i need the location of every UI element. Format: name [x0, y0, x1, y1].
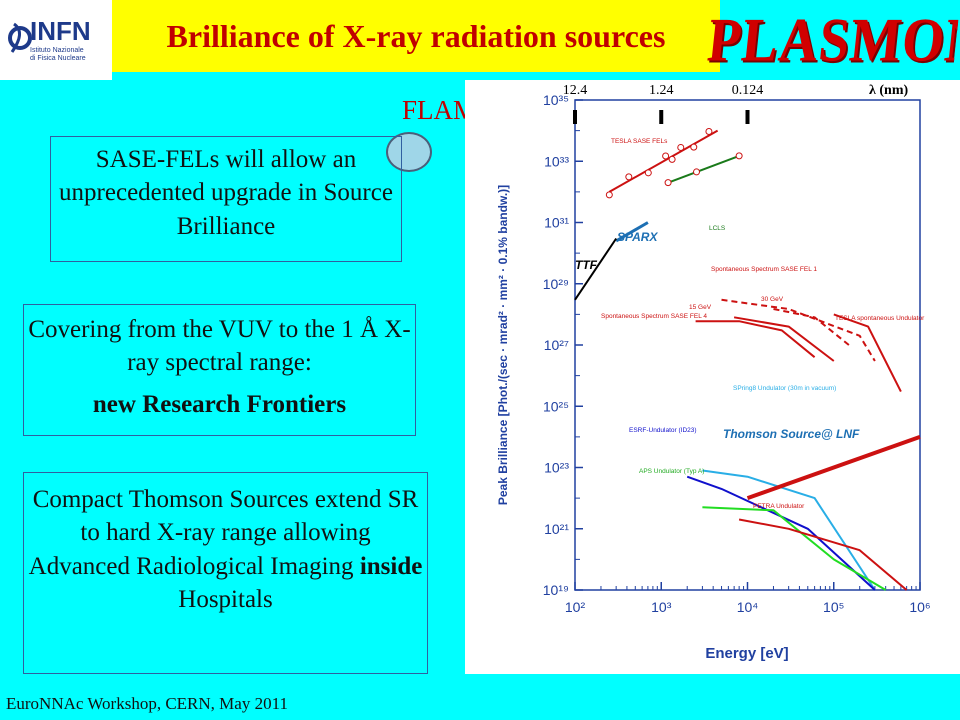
top-axis-label: λ (nm) [869, 83, 908, 98]
infn-logo-mark [8, 22, 32, 53]
plasmonx-logo: PLASMONX [704, 5, 960, 75]
tesla-marker-3 [662, 152, 670, 160]
label-ttf: TTF [575, 258, 598, 272]
tesla-marker-0 [605, 191, 613, 199]
x-tick-label-1: 10³ [651, 599, 672, 615]
lcls-marker-1 [693, 168, 701, 176]
label-sp4: Spontaneous Spectrum SASE FEL 4 [601, 313, 707, 320]
x-tick-label-2: 10⁴ [737, 599, 759, 615]
series-line-6 [733, 316, 835, 362]
new-research-frontiers: new Research Frontiers [92, 390, 347, 418]
tesla-marker-5 [677, 143, 685, 151]
y-tick-label-8: 10³⁵ [543, 92, 569, 108]
y-tick-label-1: 10²¹ [544, 521, 569, 537]
y-tick-label-3: 10²⁵ [543, 398, 569, 414]
label-tesla: TESLA SASE FELs [611, 138, 668, 145]
series-line-3 [574, 237, 618, 301]
label-petra: PETRA Undulator [753, 503, 805, 510]
slide-title: Brilliance of X-ray radiation sources [166, 17, 666, 54]
series-line-4 [721, 298, 876, 362]
y-axis-label: Peak Brilliance [Phot./(sec · mrad² · mm… [496, 185, 510, 505]
y-tick-label-0: 10¹⁹ [543, 582, 569, 598]
sase-fel-text: SASE-FELs will allow an unprecedented up… [59, 146, 393, 240]
series-line-0 [608, 129, 719, 193]
label-esrf: ESRF-Undulator (ID23) [629, 427, 697, 434]
infn-logo-line1: Istituto Nazionale [30, 47, 84, 54]
label-15gev: 15 GeV [689, 304, 712, 311]
y-tick-label-6: 10³¹ [544, 215, 569, 231]
x-tick-label-4: 10⁶ [909, 599, 930, 615]
tesla-marker-1 [625, 173, 633, 181]
tesla-marker-4 [668, 155, 676, 163]
vuv-box: Covering from the VUV to the 1 Å X-ray s… [23, 304, 416, 436]
top-tick-label-1: 1.24 [649, 83, 674, 98]
label-aps: APS Undulator (Typ A) [639, 468, 704, 475]
footer-text: EuroNNAc Workshop, CERN, May 2011 [6, 694, 288, 713]
tesla-marker-2 [644, 169, 652, 177]
thomson-text-2b: Hospitals [178, 585, 273, 613]
infn-logo: INFN Istituto Nazionale di Fisica Nuclea… [0, 0, 112, 80]
series-line-12 [738, 518, 908, 591]
thomson-text-1: Compact Thomson Sources extend SR to har… [32, 486, 419, 547]
label-thomson: Thomson Source@ LNF [723, 427, 860, 441]
x-tick-label-0: 10² [565, 599, 586, 615]
label-30gev: 30 GeV [761, 296, 784, 303]
tesla-marker-6 [690, 143, 698, 151]
infn-logo-line2: di Fisica Nucleare [30, 55, 86, 62]
sase-fel-box: SASE-FELs will allow an unprecedented up… [50, 136, 402, 262]
thomson-text-inside: inside [359, 552, 423, 580]
infn-logo-letters: INFN [30, 16, 91, 46]
top-tick-label-2: 0.124 [732, 83, 764, 98]
y-tick-label-4: 10²⁷ [544, 337, 569, 353]
tesla-marker-7 [705, 128, 713, 136]
chart-background [465, 80, 960, 674]
label-sparx: SPARX [617, 230, 658, 244]
lcls-marker-0 [664, 179, 672, 187]
y-tick-label-7: 10³³ [544, 153, 569, 169]
flame-ellipse [386, 132, 432, 172]
series-line-8 [833, 313, 902, 393]
series-line-1 [667, 154, 740, 184]
label-sp1: Spontaneous Spectrum SASE FEL 1 [711, 266, 817, 273]
lcls-marker-2 [735, 152, 743, 160]
label-lcls: LCLS [709, 225, 726, 232]
series-line-13 [746, 435, 921, 500]
label-spring8: SPring8 Undulator (30m in vacuum) [733, 385, 836, 392]
series-line-11 [702, 506, 887, 591]
x-tick-label-3: 10⁵ [823, 599, 844, 615]
vuv-text: Covering from the VUV to the 1 Å X-ray s… [28, 316, 411, 377]
series-line-10 [686, 475, 876, 591]
series-line-5 [773, 308, 850, 346]
top-tick-label-0: 12.4 [563, 83, 588, 98]
brilliance-chart: 10² 10³ 10⁴ 10⁵ 10⁶ 10¹⁹ 10²¹ 10²³ 10²⁵ 10²⁷ 10²⁹ 1… [465, 80, 960, 674]
series-line-2 [615, 221, 649, 243]
label-tesla-spont: TESLA spontaneous Undulator [835, 315, 925, 322]
y-tick-label-2: 10²³ [544, 460, 569, 476]
thomson-text-2a: Advanced Radiological Imaging [28, 552, 360, 580]
title-banner: Brilliance of X-ray radiation sources [112, 0, 720, 72]
x-axis-label: Energy [eV] [705, 645, 788, 662]
y-tick-label-5: 10²⁹ [543, 276, 569, 292]
series-line-7 [695, 320, 816, 358]
chart-svg: 10² 10³ 10⁴ 10⁵ 10⁶ 10¹⁹ 10²¹ 10²³ 10²⁵ 10²⁷ 10²⁹ 1… [465, 80, 960, 674]
thomson-box: Compact Thomson Sources extend SR to har… [23, 472, 428, 674]
